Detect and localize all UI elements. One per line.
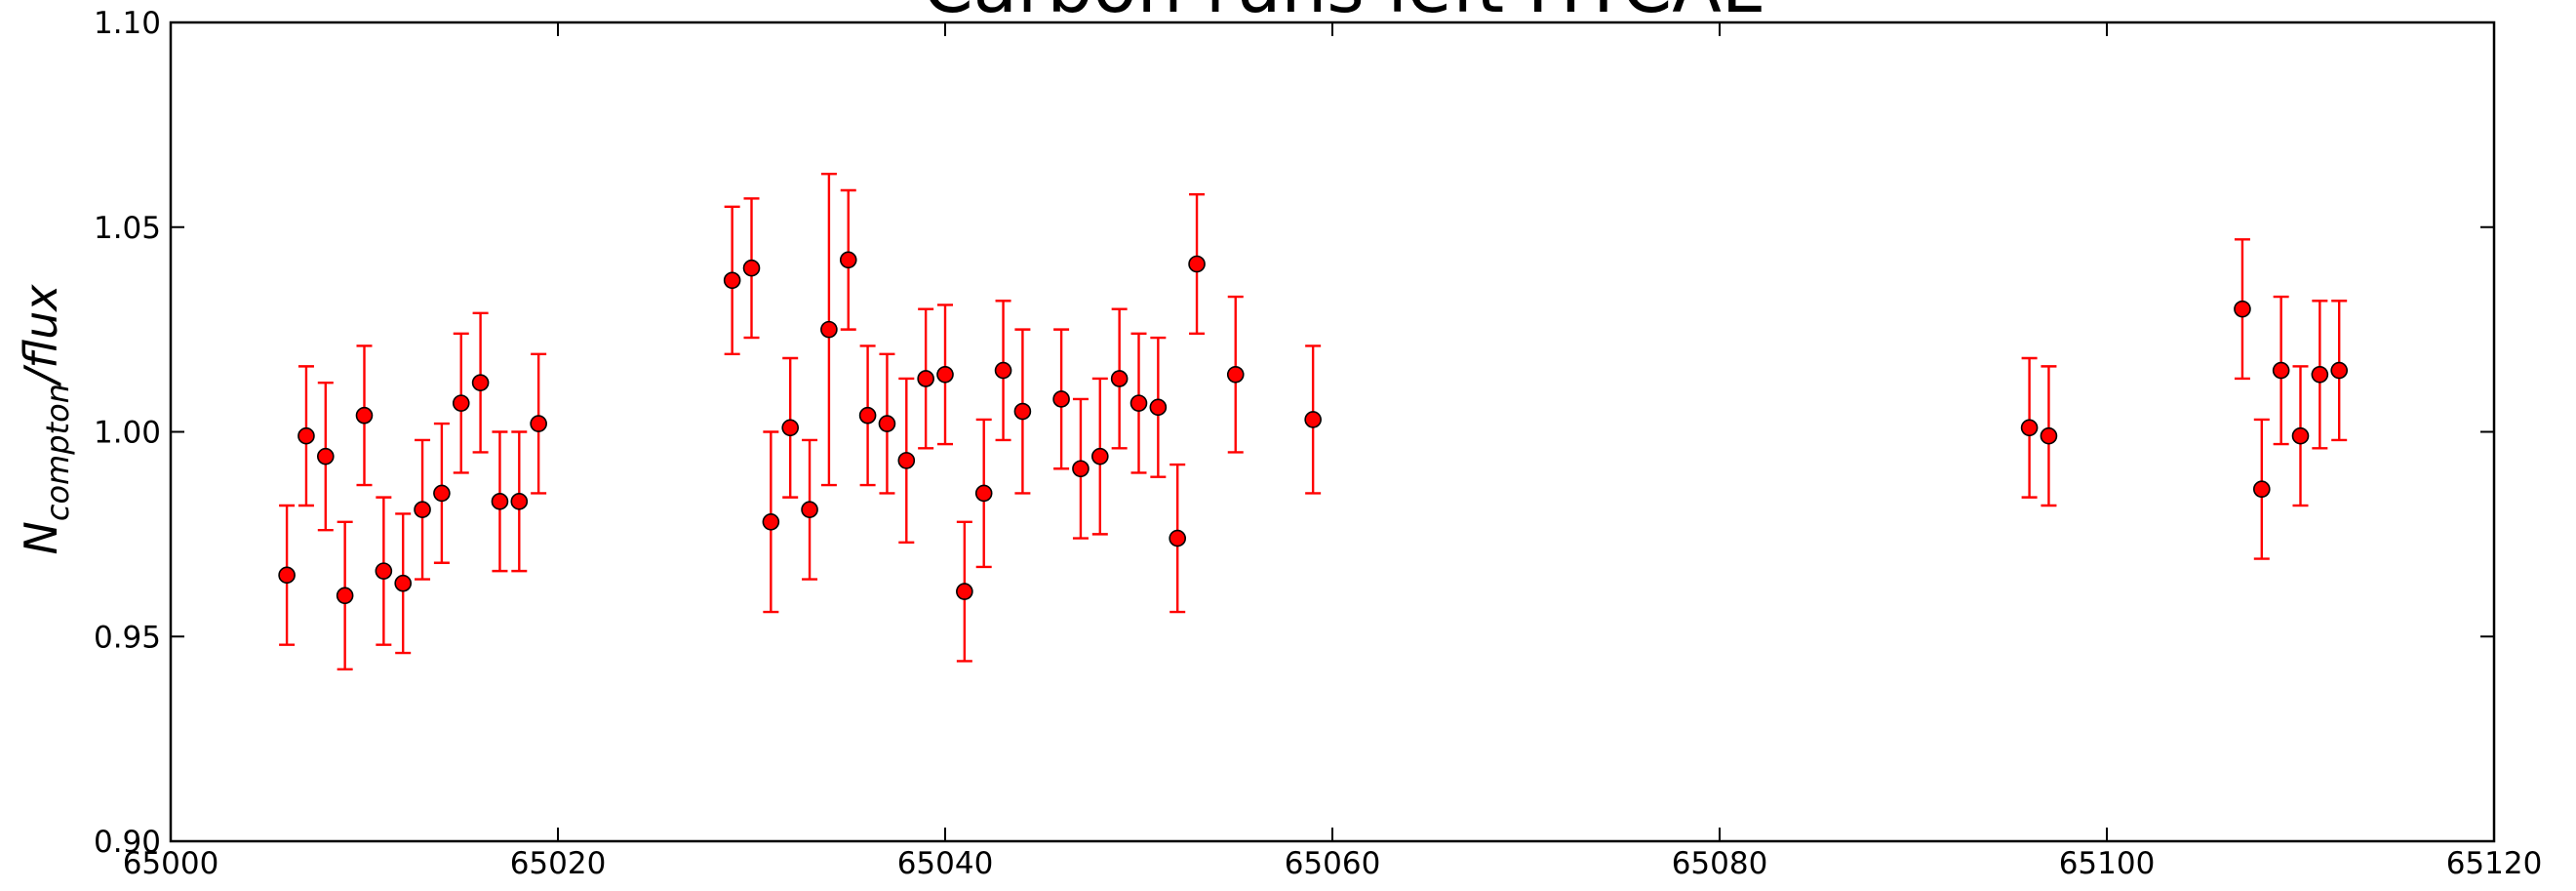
data-point — [723, 271, 741, 290]
data-point — [956, 583, 973, 600]
y-axis: 0.90 0.95 1.00 1.05 1.10 — [94, 6, 2494, 860]
data-point — [820, 320, 838, 339]
data-point — [2253, 480, 2271, 499]
data-point — [1188, 255, 1206, 273]
x-tick-label: 65080 — [1672, 846, 1768, 881]
chart-title: Carbon runs left HYCAL — [923, 0, 1762, 29]
y-axis-label-sub: compton — [39, 384, 76, 521]
data-point — [355, 406, 374, 425]
data-point — [510, 493, 529, 510]
data-point — [936, 365, 954, 384]
data-point — [897, 452, 916, 469]
data-point — [1110, 370, 1129, 387]
data-point — [2234, 300, 2251, 318]
data-point — [530, 415, 547, 432]
data-point — [1226, 365, 1245, 384]
data-point — [1169, 529, 1186, 547]
data-point — [994, 361, 1012, 380]
data-point — [742, 259, 761, 277]
y-axis-label-rest: /flux — [15, 284, 67, 387]
data-point — [452, 394, 470, 412]
data-point — [1149, 398, 1168, 417]
x-tick-label: 65040 — [897, 846, 994, 881]
data-point — [375, 562, 393, 580]
data-point — [2330, 361, 2348, 380]
data-point — [878, 415, 896, 432]
data-point — [762, 512, 780, 531]
data-points — [278, 251, 2348, 605]
x-tick-label: 65060 — [1285, 846, 1381, 881]
data-point — [917, 370, 934, 387]
data-point — [781, 419, 800, 437]
y-tick-label: 1.00 — [94, 416, 161, 451]
data-point — [2020, 419, 2039, 437]
data-point — [974, 484, 993, 503]
data-point — [1091, 447, 1109, 466]
data-point — [2291, 426, 2310, 445]
y-axis-label: Ncompton/flux — [15, 284, 76, 555]
data-point — [1013, 402, 1032, 421]
data-point — [433, 484, 451, 503]
data-point — [471, 374, 490, 391]
data-point — [297, 426, 315, 445]
data-point — [2272, 361, 2290, 380]
y-tick-label: 0.95 — [94, 620, 161, 655]
x-tick-label: 65000 — [123, 846, 219, 881]
y-tick-label: 1.05 — [94, 211, 161, 246]
data-point — [414, 501, 431, 519]
data-point — [336, 587, 354, 605]
x-tick-label: 65120 — [2446, 846, 2543, 881]
data-point — [316, 447, 335, 466]
data-point — [1304, 411, 1322, 428]
data-point — [491, 493, 509, 510]
x-tick-label: 65020 — [510, 846, 607, 881]
data-point — [858, 406, 877, 425]
data-point — [1052, 390, 1070, 408]
y-tick-label: 0.90 — [94, 825, 161, 860]
x-tick-label: 65100 — [2059, 846, 2156, 881]
data-point — [2040, 426, 2058, 445]
data-point — [1129, 394, 1148, 412]
data-point — [1072, 460, 1090, 478]
y-axis-label-main: N — [15, 521, 67, 554]
data-point — [2311, 365, 2329, 384]
x-axis: 65000 65020 65040 65060 65080 65100 65120 — [123, 22, 2543, 881]
data-point — [278, 566, 296, 585]
data-point — [394, 574, 413, 592]
data-point — [801, 501, 818, 519]
data-point — [839, 251, 857, 269]
y-tick-label: 1.10 — [94, 6, 161, 41]
